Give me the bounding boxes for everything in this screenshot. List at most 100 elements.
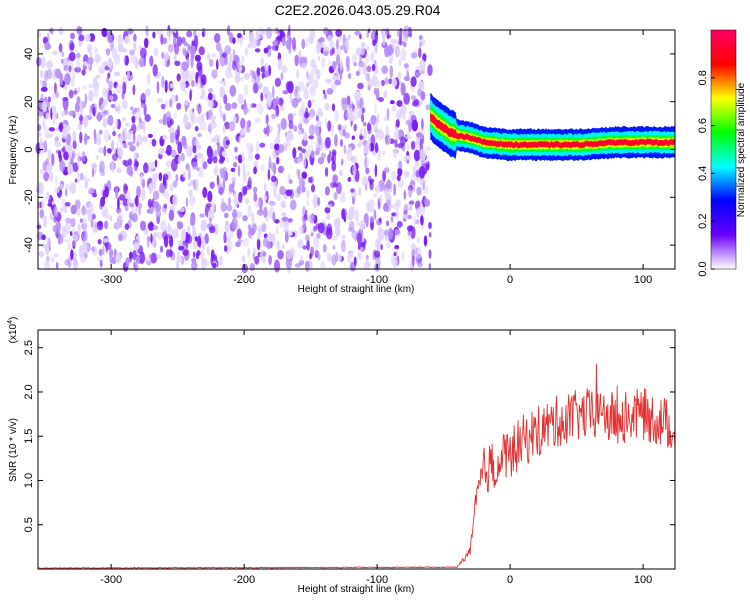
spectrogram-noise-cell: [225, 204, 233, 212]
snr-y-ticks: 0.5 1.0 1.5 2.0 2.5: [23, 340, 675, 532]
spectrogram-noise-cell: [367, 28, 371, 33]
spectrogram-noise-cell: [175, 174, 179, 182]
spectrogram-noise-cell: [385, 220, 390, 227]
spectrogram-noise-cell: [232, 37, 236, 44]
spectrogram-noise-cell: [413, 149, 421, 162]
spectrogram-noise-cell: [45, 191, 50, 201]
spectrogram-noise-cell: [386, 108, 390, 121]
spectrogram-noise-cell: [334, 134, 338, 147]
spectrogram-noise-cell: [166, 249, 170, 258]
spectrogram-noise-cell: [242, 163, 246, 176]
spectrogram-noise-cell: [127, 141, 134, 146]
spectrogram-noise-cell: [415, 169, 420, 178]
x-tick-label: -300: [100, 274, 122, 286]
spectrogram-noise-cell: [336, 53, 340, 66]
spectrogram-noise-cell: [237, 93, 244, 105]
spectrogram-noise-cell: [302, 218, 306, 230]
spectrogram-noise-cell: [107, 57, 113, 69]
spectrogram-noise-cell: [102, 238, 109, 243]
spectrogram-noise-cell: [225, 157, 230, 164]
spectrogram-noise-cell: [53, 206, 59, 218]
spectrogram-noise-cell: [401, 110, 406, 121]
spectrogram-track-band-4: [430, 112, 675, 149]
spectrogram-noise-cell: [130, 129, 134, 135]
spectrogram-noise-cell: [403, 25, 410, 39]
spectrogram-noise-cell: [358, 186, 362, 197]
spectrogram-noise-cell: [169, 235, 174, 248]
spectrogram-noise-cell: [116, 221, 120, 229]
spectrogram-noise-cell: [297, 157, 302, 164]
spectrogram-noise-cell: [83, 244, 87, 251]
spectrogram-noise-cell: [40, 86, 48, 92]
spectrogram-noise-cell: [73, 90, 78, 95]
spectrogram-noise-cell: [293, 125, 298, 132]
spectrogram-noise-cell: [363, 127, 367, 140]
spectrogram-noise-cell: [309, 252, 312, 260]
spectrogram-noise-cell: [192, 251, 196, 258]
spectrogram-noise-cell: [82, 217, 88, 231]
spectrogram-noise-cell: [381, 30, 386, 41]
spectrogram-noise-cell: [301, 185, 306, 193]
spectrogram-noise-cell: [165, 111, 172, 122]
spectrogram-noise-cell: [332, 235, 338, 241]
spectrogram-noise-cell: [190, 55, 194, 69]
spectrogram-noise-cell: [146, 208, 152, 214]
spectrogram-noise-cell: [84, 93, 88, 105]
spectrogram-noise-cell: [413, 98, 419, 106]
spectrogram-noise-cell: [185, 197, 189, 208]
spectrogram-noise-cell: [352, 231, 356, 239]
spectrogram-noise-cell: [416, 132, 423, 138]
spectrogram-noise-cell: [67, 163, 74, 175]
spectrogram-noise-cell: [361, 107, 365, 114]
spectrogram-noise-cell: [296, 68, 299, 80]
spectrogram-noise-cell: [324, 206, 331, 214]
spectrogram-noise-cell: [63, 151, 69, 161]
spectrogram-noise-cell: [394, 139, 398, 149]
spectrogram-noise-cell: [182, 249, 189, 256]
spectrogram-noise-cell: [416, 246, 422, 260]
spectrogram-noise-cell: [324, 46, 329, 52]
y-tick-label: -40: [23, 237, 35, 253]
spectrogram-noise-cell: [82, 175, 87, 181]
spectrogram-noise-cell: [216, 59, 219, 71]
spectrogram-noise-cell: [152, 225, 159, 231]
spectrogram-noise-cell: [117, 34, 123, 46]
spectrogram-noise-cell: [401, 250, 405, 262]
spectrogram-noise-cell: [395, 209, 400, 221]
spectrogram-noise-cell: [54, 187, 60, 194]
spectrogram-noise-cell: [64, 83, 68, 91]
spectrogram-noise-cell: [373, 45, 377, 52]
spectrogram-noise-cell: [176, 221, 184, 230]
spectrogram-noise-cell: [252, 82, 259, 94]
spectrogram-noise-cell: [129, 49, 135, 56]
spectrogram-noise-cell: [138, 44, 142, 50]
spectrogram-noise-cell: [353, 107, 360, 120]
spectrogram-noise-cell: [208, 58, 214, 67]
spectrogram-noise-cell: [201, 238, 206, 250]
spectrogram-noise-cell: [376, 112, 380, 125]
spectrogram-noise-cell: [354, 209, 360, 223]
spectrogram-noise-cell: [377, 130, 385, 141]
spectrogram-noise-cell: [237, 164, 241, 177]
spectrogram-noise-cell: [44, 261, 50, 270]
spectrogram-noise-cell: [324, 167, 329, 177]
spectrogram-noise-cell: [421, 118, 424, 131]
colorbar-tick-label: 0.4: [697, 166, 709, 181]
spectrogram-noise-cell: [347, 176, 352, 182]
colorbar-label: Normalized spectral amplitude: [736, 82, 747, 217]
spectrogram-noise-cell: [268, 233, 273, 241]
spectrogram-noise-cell: [391, 105, 397, 112]
spectrogram-noise-cell: [180, 152, 185, 162]
spectrogram-noise-cell: [310, 232, 314, 237]
spectrogram-noise-cell: [332, 245, 336, 250]
spectrogram-noise-cell: [133, 242, 140, 250]
spectrogram-noise-cell: [326, 223, 332, 235]
spectrogram-noise-cell: [173, 112, 177, 119]
spectrogram-noise-cell: [230, 167, 236, 172]
spectrogram-noise-cell: [388, 58, 393, 65]
spectrogram-noise-cell: [313, 125, 320, 137]
spectrogram-noise-cell: [115, 83, 122, 94]
spectrogram-noise-cell: [118, 134, 124, 144]
spectrogram-noise-cell: [322, 89, 326, 95]
